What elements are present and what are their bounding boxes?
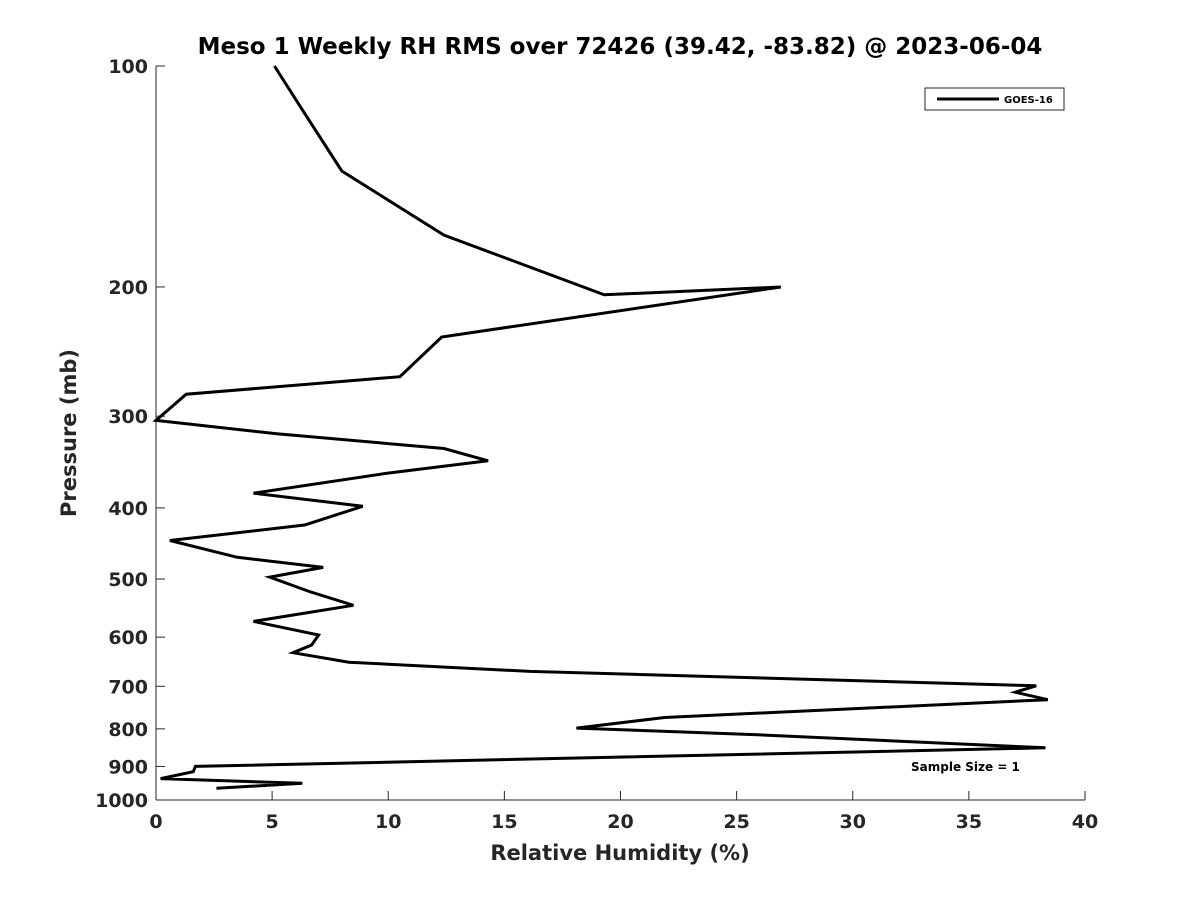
x-tick-label: 35 [956,811,982,833]
legend: GOES-16 [924,87,1065,111]
series-line-goes-16 [152,65,1049,790]
series-layer [152,65,1049,790]
x-axis-label: Relative Humidity (%) [490,841,749,865]
y-tick-label: 900 [108,756,148,778]
x-tick-label: 0 [149,811,162,833]
x-tick-label: 40 [1072,811,1098,833]
y-tick-label: 400 [108,498,148,520]
y-tick-label: 100 [108,56,148,78]
y-tick-label: 600 [108,627,148,649]
x-tick-label: 30 [840,811,866,833]
y-tick-label: 800 [108,719,148,741]
x-tick-label: 25 [723,811,749,833]
plot-area: 0 5 10 15 20 25 30 35 40 100 200 300 400 500 600 700 80… [95,56,1098,833]
y-tick-label: 500 [108,569,148,591]
y-tick-label: 700 [108,676,148,698]
x-tick-label: 5 [266,811,279,833]
x-tick-label: 10 [375,811,401,833]
legend-label: GOES-16 [1004,95,1053,106]
x-tick-label: 15 [491,811,517,833]
y-tick-label: 1000 [95,790,148,812]
x-tick-label: 20 [607,811,633,833]
y-axis-ticks: 100 200 300 400 500 600 700 800 900 1000 [95,56,165,812]
sample-size-annotation: Sample Size = 1 [911,760,1020,774]
y-tick-label: 200 [108,277,148,299]
y-tick-label: 300 [108,406,148,428]
x-axis-ticks: 0 5 10 15 20 25 30 35 40 [149,791,1098,833]
y-axis-label: Pressure (mb) [57,349,81,517]
chart-title: Meso 1 Weekly RH RMS over 72426 (39.42, … [198,34,1043,60]
